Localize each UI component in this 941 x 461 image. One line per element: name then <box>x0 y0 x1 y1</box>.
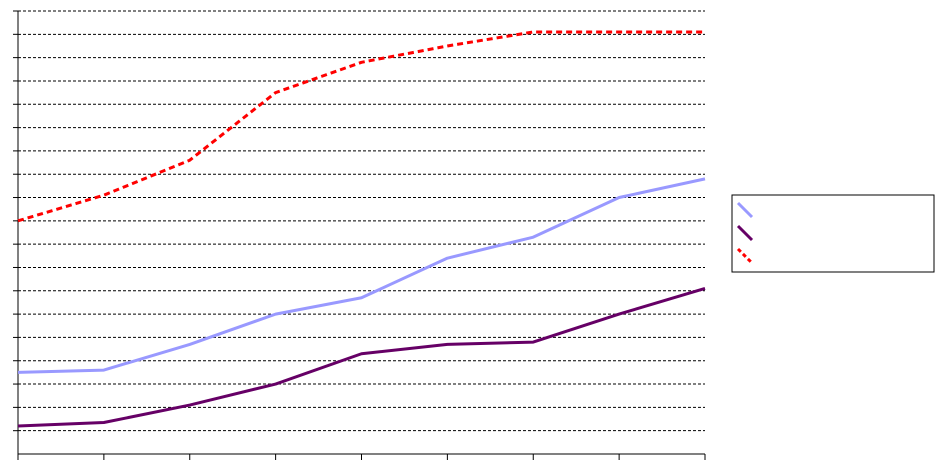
series-line-2 <box>17 287 706 428</box>
legend <box>731 194 935 273</box>
legend-box <box>731 194 935 273</box>
series-lines <box>17 30 706 428</box>
legend-swatch-2 <box>736 224 754 242</box>
axes <box>13 10 706 460</box>
legend-swatch-1 <box>736 201 754 219</box>
gridlines <box>18 10 705 432</box>
series-line-1 <box>17 177 706 374</box>
legend-swatch-3 <box>736 247 754 265</box>
series-line-3 <box>17 30 705 223</box>
